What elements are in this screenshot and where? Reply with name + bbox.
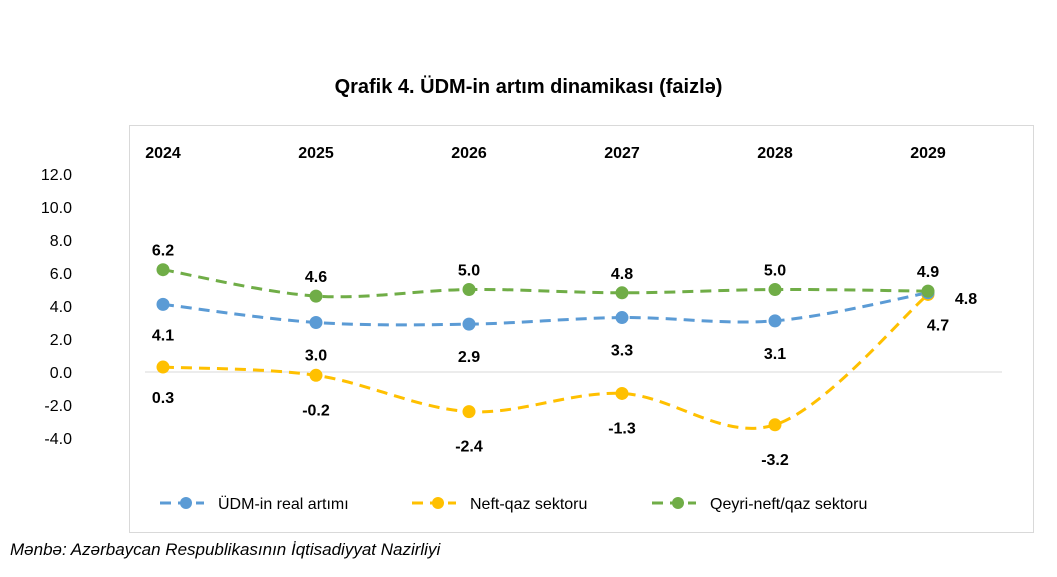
data-label: 5.0	[764, 263, 786, 280]
series-line	[162, 293, 929, 430]
chart-title: Qrafik 4. ÜDM-in artım dinamikası (faizl…	[334, 76, 723, 98]
x-tick-label: 2026	[451, 145, 487, 162]
y-tick-label: 2.0	[50, 332, 72, 349]
data-label: 6.2	[152, 243, 174, 260]
x-tick-label: 2027	[604, 145, 640, 162]
x-tick-label: 2024	[145, 145, 181, 162]
data-label: 4.6	[305, 269, 327, 286]
data-point	[768, 314, 782, 328]
y-tick-label: 10.0	[41, 200, 72, 217]
data-label: 4.8	[611, 266, 633, 283]
y-tick-label: -4.0	[44, 431, 72, 448]
data-point	[309, 316, 323, 329]
x-tick-label: 2028	[757, 145, 793, 162]
data-label: -2.4	[455, 439, 483, 456]
legend-label: Qeyri-neft/qaz sektoru	[710, 496, 867, 513]
data-point	[156, 263, 170, 277]
series-line	[162, 291, 929, 327]
y-tick-label: -2.0	[44, 398, 72, 415]
y-tick-label: 8.0	[50, 233, 72, 250]
source-note: Mənbə: Azərbaycan Respublikasının İqtisa…	[10, 540, 441, 559]
data-label: 4.8	[955, 291, 977, 308]
y-tick-label: 0.0	[50, 365, 72, 382]
data-label: 3.3	[611, 343, 633, 360]
data-label: 3.1	[764, 346, 786, 363]
data-label: 4.1	[152, 327, 174, 344]
data-label: 5.0	[458, 263, 480, 280]
data-label: 4.7	[927, 317, 949, 334]
data-point	[768, 418, 782, 432]
data-point	[309, 368, 323, 382]
data-point	[462, 283, 476, 296]
series-line	[162, 268, 929, 299]
data-point	[768, 283, 782, 296]
legend-label: Neft-qaz sektoru	[470, 496, 587, 513]
data-label: 3.0	[305, 348, 327, 365]
data-label: 0.3	[152, 390, 174, 407]
y-tick-label: 6.0	[50, 266, 72, 283]
data-point	[462, 405, 476, 419]
data-point	[462, 317, 476, 331]
chart-area	[129, 125, 1034, 533]
y-tick-label: 4.0	[50, 299, 72, 316]
y-tick-label: 12.0	[41, 167, 72, 184]
data-label: 4.9	[917, 264, 939, 281]
data-point	[921, 284, 935, 298]
legend-marker	[180, 497, 192, 509]
data-point	[156, 360, 170, 374]
data-point	[309, 289, 323, 303]
data-point	[615, 286, 629, 300]
x-tick-label: 2025	[298, 145, 334, 162]
data-point	[615, 311, 629, 325]
data-label: -0.2	[302, 402, 330, 419]
data-label: -3.2	[761, 452, 789, 469]
data-label: 2.9	[458, 349, 480, 366]
legend-marker	[432, 497, 444, 509]
data-label: -1.3	[608, 420, 636, 437]
data-point	[156, 297, 170, 311]
x-tick-label: 2029	[910, 145, 946, 162]
legend-marker	[672, 497, 684, 509]
data-point	[615, 386, 629, 400]
legend-label: ÜDM-in real artımı	[218, 495, 349, 513]
